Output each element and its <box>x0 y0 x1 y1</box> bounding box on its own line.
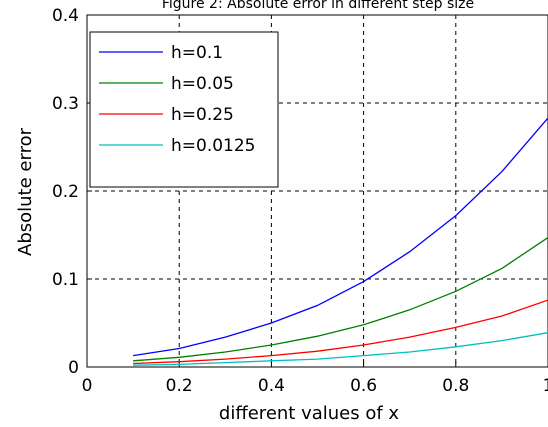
legend-label: h=0.1 <box>171 43 223 63</box>
tick-labels: 0 0.2 0.4 0.6 0.8 1 0 0.1 0.2 0.3 0.4 <box>52 6 548 396</box>
legend-label: h=0.0125 <box>171 136 256 156</box>
series-line-h=0.05 <box>133 237 548 362</box>
y-tick-label: 0.4 <box>52 6 79 26</box>
legend: h=0.1 h=0.05 h=0.25 h=0.0125 <box>89 31 279 188</box>
x-tick-label: 0.6 <box>350 376 377 396</box>
legend-box <box>89 31 279 188</box>
y-tick-label: 0.2 <box>52 182 79 202</box>
x-tick-label: 0.2 <box>166 376 193 396</box>
x-tick-label: 1 <box>543 376 548 396</box>
x-tick-label: 0.8 <box>442 376 469 396</box>
series-lines <box>133 117 548 366</box>
series-line-h=0.1 <box>133 117 548 357</box>
x-tick-label: 0 <box>82 376 93 396</box>
y-tick-label: 0.1 <box>52 270 79 290</box>
legend-label: h=0.05 <box>171 74 234 94</box>
chart-title: Figure 2: Absolute error in different st… <box>162 0 474 12</box>
y-axis-label: Absolute error <box>15 127 36 256</box>
y-tick-label: 0.3 <box>52 94 79 114</box>
x-axis-label: different values of x <box>219 403 400 424</box>
legend-label: h=0.25 <box>171 105 234 125</box>
x-tick-label: 0.4 <box>258 376 285 396</box>
y-tick-label: 0 <box>68 358 79 378</box>
series-line-h=0.25 <box>133 299 548 365</box>
series-line-h=0.0125 <box>133 332 548 366</box>
